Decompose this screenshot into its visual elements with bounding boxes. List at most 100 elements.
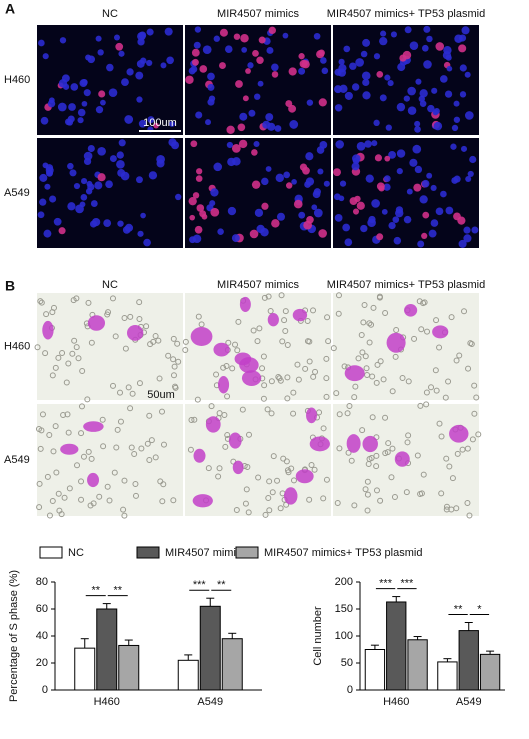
cell <box>219 28 228 37</box>
pore <box>423 401 430 408</box>
cell <box>304 181 311 188</box>
cell <box>442 51 452 60</box>
pore <box>414 452 421 459</box>
cell <box>423 60 432 69</box>
pore <box>348 457 355 464</box>
cell <box>360 224 368 233</box>
cell <box>343 45 351 53</box>
pore <box>36 480 43 487</box>
pore <box>312 368 319 375</box>
cell <box>87 144 95 153</box>
column-header: MIR4507 mimics <box>217 279 299 291</box>
significance-label: *** <box>193 579 207 591</box>
scale-bar-label: 100um <box>143 117 177 129</box>
pore <box>438 490 445 497</box>
pore <box>461 308 468 315</box>
pore <box>417 402 424 409</box>
cell <box>136 176 143 184</box>
cell <box>138 31 147 39</box>
pore <box>277 505 284 512</box>
pore <box>100 443 107 450</box>
micrograph <box>37 293 183 400</box>
cell <box>418 95 426 103</box>
pore <box>64 411 71 418</box>
micrographs <box>34 25 482 519</box>
pore <box>37 445 44 452</box>
pore <box>344 410 351 417</box>
cell <box>432 325 449 339</box>
pore <box>369 373 376 380</box>
pore <box>71 337 78 344</box>
cell <box>217 228 224 235</box>
cell <box>404 26 412 34</box>
cell <box>435 42 445 51</box>
cell <box>299 59 308 68</box>
cell <box>233 33 241 40</box>
cell <box>407 106 417 115</box>
pore <box>78 430 85 437</box>
pore <box>376 294 383 301</box>
cell <box>90 200 98 207</box>
cell <box>185 75 194 85</box>
cell <box>118 50 125 57</box>
pore <box>52 423 59 430</box>
cell <box>383 175 391 183</box>
pore <box>411 335 418 342</box>
legend-swatch <box>235 546 259 559</box>
pore <box>445 378 452 385</box>
cell <box>299 163 308 171</box>
significance-label: *** <box>400 577 414 589</box>
cell <box>373 53 381 60</box>
cell <box>414 165 423 174</box>
cell <box>298 211 306 219</box>
cell <box>445 206 454 215</box>
y-tick-label: 0 <box>347 684 353 696</box>
cell <box>67 115 75 123</box>
cell <box>226 125 235 135</box>
cell <box>265 166 272 172</box>
cell <box>143 238 151 247</box>
cell <box>459 91 467 98</box>
cell <box>207 83 215 91</box>
y-tick-label: 50 <box>341 657 353 669</box>
pore <box>78 496 85 503</box>
pore <box>464 500 471 507</box>
pore <box>359 349 366 356</box>
cell <box>464 71 471 78</box>
pore <box>418 490 425 497</box>
cell <box>77 117 84 124</box>
pore <box>66 485 73 492</box>
cell <box>268 26 276 35</box>
x-tick-label: H460 <box>383 696 409 708</box>
pore <box>310 373 317 380</box>
cell <box>352 208 360 215</box>
x-tick-label: H460 <box>94 696 120 708</box>
pore <box>265 293 272 300</box>
cell <box>218 375 230 394</box>
cell <box>85 54 92 61</box>
x-tick-label: A549 <box>197 696 223 708</box>
cell <box>409 41 419 50</box>
cell <box>435 207 444 216</box>
cell <box>362 435 378 453</box>
cell <box>390 31 397 38</box>
cell <box>37 211 45 219</box>
pore <box>224 432 231 439</box>
pore <box>362 486 369 493</box>
pore <box>443 503 450 510</box>
cell <box>62 83 70 90</box>
pore <box>78 478 85 485</box>
pore <box>284 341 291 348</box>
cell <box>254 208 264 218</box>
pore <box>288 465 295 472</box>
pore <box>336 445 343 452</box>
pore <box>352 383 359 390</box>
pore <box>295 376 302 383</box>
cell <box>257 80 264 87</box>
cell <box>113 34 120 41</box>
pore <box>373 487 380 494</box>
pore <box>146 412 153 419</box>
pore <box>43 311 50 318</box>
cell <box>383 183 391 191</box>
